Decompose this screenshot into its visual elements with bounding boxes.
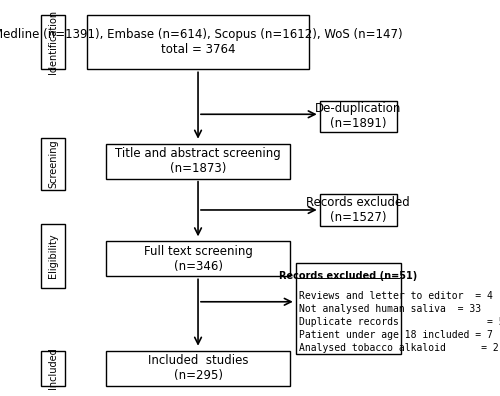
Bar — [42, 15, 66, 69]
Text: Analysed tobacco alkaloid      = 2: Analysed tobacco alkaloid = 2 — [298, 343, 498, 353]
Text: Medline (n=1391), Embase (n=614), Scopus (n=1612), WoS (n=147): Medline (n=1391), Embase (n=614), Scopus… — [0, 28, 403, 41]
Text: Eligibility: Eligibility — [48, 234, 58, 278]
Text: (n=1527): (n=1527) — [330, 211, 386, 224]
Text: Reviews and letter to editor  = 4: Reviews and letter to editor = 4 — [298, 291, 492, 301]
Bar — [320, 194, 397, 226]
Text: Identification: Identification — [48, 10, 58, 74]
Bar — [42, 138, 66, 190]
Bar — [106, 144, 290, 179]
Text: Full text screening: Full text screening — [144, 245, 252, 258]
Text: Duplicate records               = 5: Duplicate records = 5 — [298, 317, 500, 327]
Text: Included  studies: Included studies — [148, 354, 248, 367]
Bar — [296, 263, 401, 354]
Bar — [106, 350, 290, 386]
Bar — [320, 101, 397, 132]
Bar — [42, 224, 66, 288]
Text: Title and abstract screening: Title and abstract screening — [115, 147, 281, 160]
Bar — [42, 350, 66, 386]
Text: Records excluded (n=51): Records excluded (n=51) — [279, 271, 417, 281]
Bar — [106, 241, 290, 276]
Text: De-duplication: De-duplication — [315, 102, 402, 115]
Text: Screening: Screening — [48, 140, 58, 188]
Text: (n=346): (n=346) — [174, 260, 222, 273]
Text: Patient under age 18 included = 7: Patient under age 18 included = 7 — [298, 330, 492, 340]
Text: Included: Included — [48, 347, 58, 389]
Text: (n=295): (n=295) — [174, 369, 222, 382]
Bar — [88, 15, 308, 69]
Text: (n=1891): (n=1891) — [330, 117, 386, 130]
Text: Not analysed human saliva  = 33: Not analysed human saliva = 33 — [298, 304, 481, 314]
Text: Records excluded: Records excluded — [306, 196, 410, 209]
Text: total = 3764: total = 3764 — [161, 43, 236, 56]
Text: (n=1873): (n=1873) — [170, 162, 226, 175]
